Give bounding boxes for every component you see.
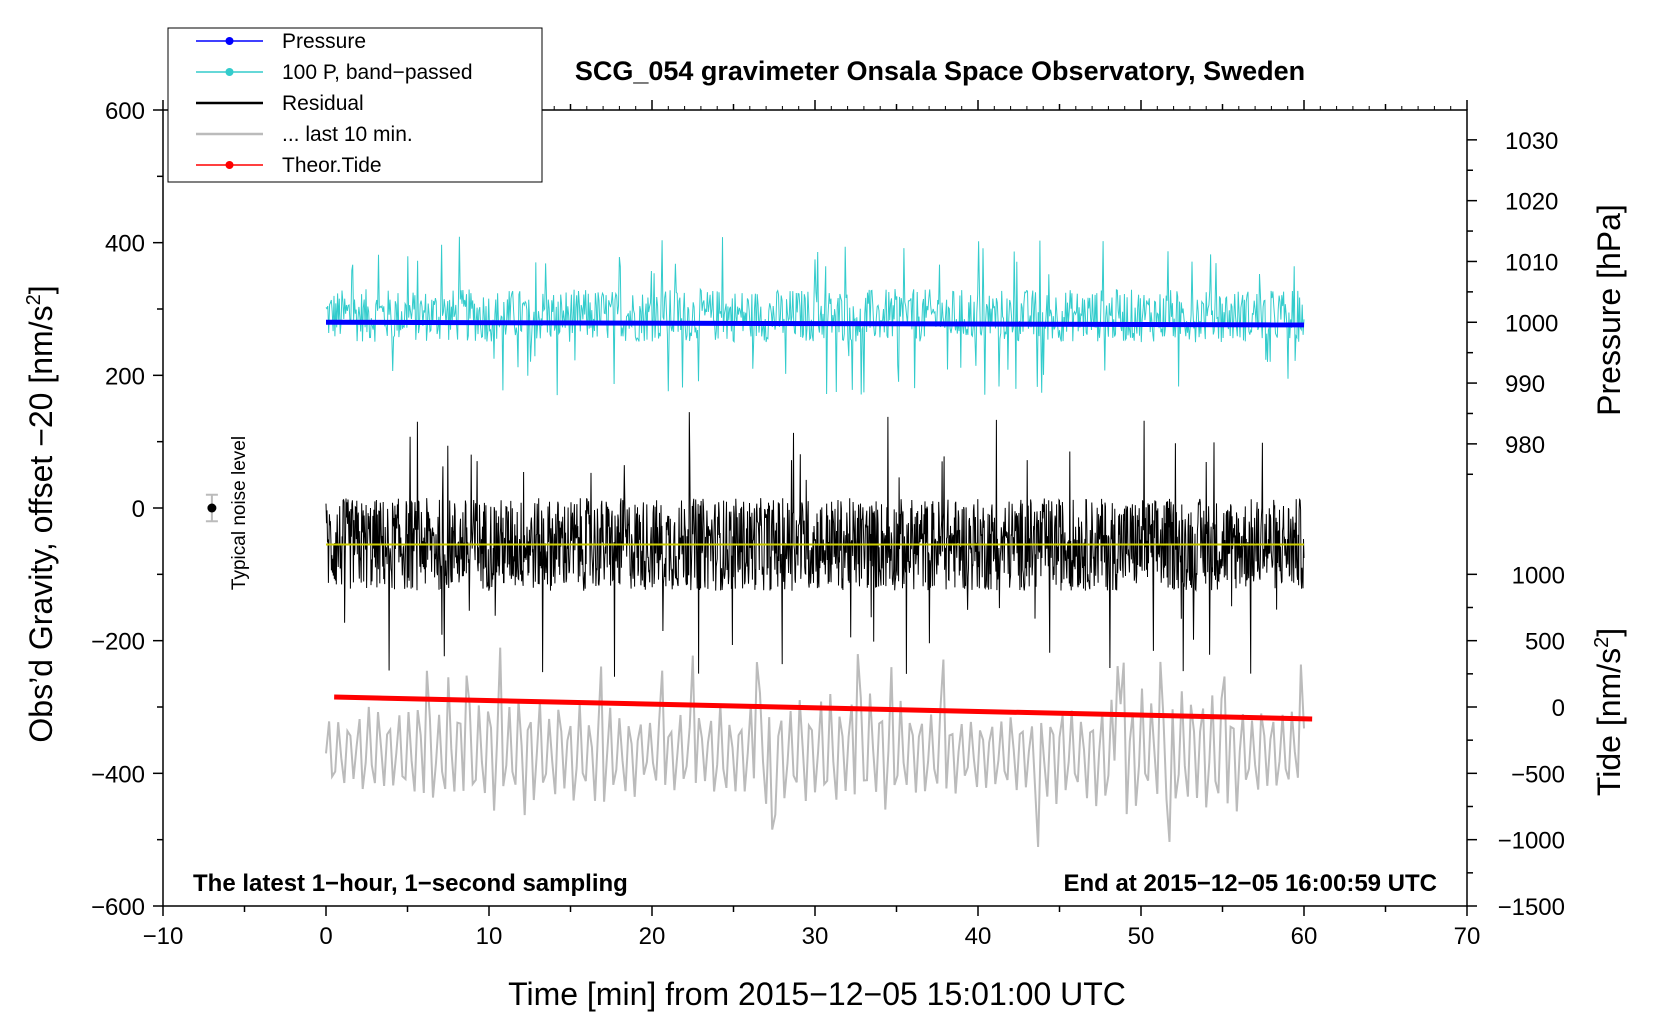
x-tick-label: 50 — [1128, 923, 1155, 950]
tide-axis-title-end: ] — [1591, 628, 1627, 637]
series-last-10-min — [325, 647, 1305, 848]
y-left-tick-label: 0 — [132, 496, 145, 523]
y-left-axis-title-end: ] — [23, 285, 59, 294]
y-left-tick-label: −200 — [91, 629, 145, 656]
end-time-note: End at 2015−12−05 16:00:59 UTC — [1063, 870, 1437, 897]
pressure-tick-label: 1020 — [1505, 189, 1558, 216]
tide-axis-title: Tide [nm/s2] — [1591, 628, 1627, 796]
x-tick-label: 40 — [965, 923, 992, 950]
x-axis-ticks: −10 0 10 20 30 40 50 60 70 — [143, 100, 1481, 950]
series-band-passed-pressure — [325, 236, 1305, 396]
chart-title: SCG_054 gravimeter Onsala Space Observat… — [575, 56, 1305, 86]
y-left-axis-ticks: 600 400 200 0 −200 −400 −600 — [91, 98, 163, 921]
y-left-tick-label: −600 — [91, 894, 145, 921]
legend-label: Pressure — [282, 30, 366, 53]
x-tick-label: −10 — [143, 923, 184, 950]
y-left-axis-title: Obs’d Gravity, offset −20 [nm/s2] — [23, 285, 59, 742]
y-left-tick-label: 200 — [105, 363, 145, 390]
legend-label: Theor.Tide — [282, 154, 382, 177]
y-left-tick-label: −400 — [91, 761, 145, 788]
tide-tick-label: 500 — [1525, 629, 1565, 656]
pressure-tick-label: 1000 — [1505, 310, 1558, 337]
noise-point — [207, 503, 217, 513]
series-layer — [325, 236, 1313, 848]
tide-axis-title-sup: 2 — [1591, 637, 1613, 648]
pressure-tick-label: 980 — [1505, 432, 1545, 459]
noise-level-marker — [205, 493, 218, 523]
legend-marker — [225, 161, 234, 169]
tide-tick-label: −1500 — [1498, 894, 1565, 921]
x-tick-label: 70 — [1454, 923, 1481, 950]
y-left-tick-label: 400 — [105, 231, 145, 258]
x-tick-label: 20 — [639, 923, 666, 950]
y-left-axis-title-sup: 2 — [23, 294, 45, 305]
tide-tick-label: 1000 — [1512, 562, 1565, 589]
x-tick-label: 0 — [319, 923, 332, 950]
legend-label: Residual — [282, 92, 364, 115]
legend-label: ... last 10 min. — [282, 123, 413, 146]
x-tick-label: 10 — [476, 923, 503, 950]
series-pressure — [325, 319, 1305, 328]
pressure-tick-label: 1010 — [1505, 249, 1558, 276]
y-left-tick-label: 600 — [105, 98, 145, 125]
sampling-note: The latest 1−hour, 1−second sampling — [193, 870, 628, 897]
legend-marker — [225, 37, 234, 45]
tide-tick-label: −500 — [1511, 761, 1565, 788]
pressure-tick-label: 1030 — [1505, 128, 1558, 155]
pressure-tick-label: 990 — [1505, 371, 1545, 398]
noise-level-label: Typical noise level — [229, 436, 250, 590]
series-residual — [325, 412, 1305, 677]
y-right-axis-ticks: 1030 1020 1010 1000 990 980 1000 500 0 −500 −1000 −… — [1467, 128, 1565, 921]
tide-axis-title-main: Tide [nm/s — [1591, 648, 1627, 796]
pressure-axis-title: Pressure [hPa] — [1591, 204, 1627, 416]
x-tick-label: 30 — [802, 923, 829, 950]
x-axis-title: Time [min] from 2015−12−05 15:01:00 UTC — [508, 976, 1126, 1012]
legend: Pressure 100 P, band−passed Residual ... la… — [167, 27, 543, 183]
x-tick-label: 60 — [1291, 923, 1318, 950]
tide-tick-label: −1000 — [1498, 828, 1565, 855]
y-left-axis-title-main: Obs’d Gravity, offset −20 [nm/s — [23, 305, 59, 742]
series-theoretical-tide — [334, 694, 1313, 722]
legend-marker — [225, 68, 234, 76]
legend-box — [167, 27, 543, 183]
tide-tick-label: 0 — [1552, 695, 1565, 722]
legend-label: 100 P, band−passed — [282, 61, 473, 84]
